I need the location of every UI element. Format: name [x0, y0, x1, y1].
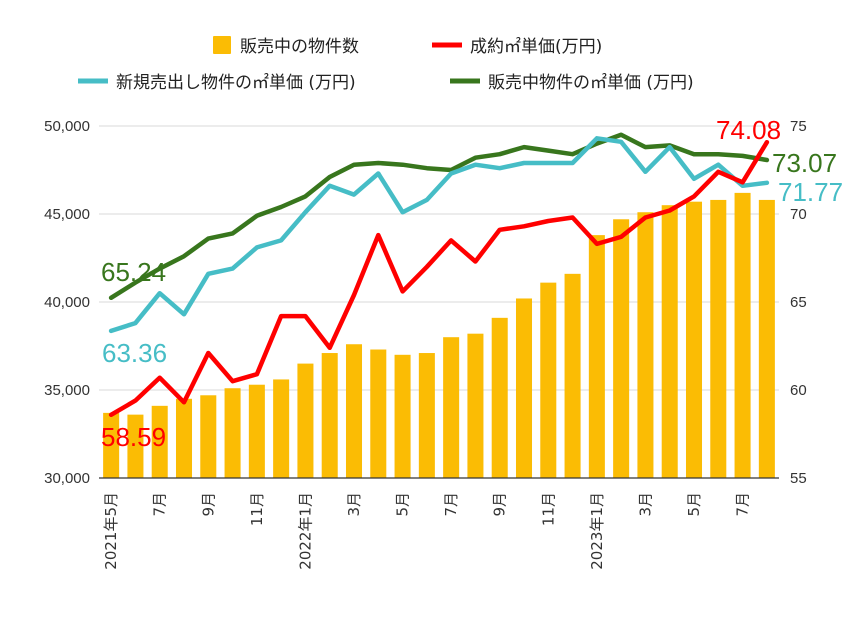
x-tick-label: 11月	[539, 492, 557, 526]
legend-label-on-sale: 販売中物件の㎡単価 (万円)	[488, 73, 694, 93]
legend-label-new-listing: 新規売出し物件の㎡単価 (万円)	[116, 73, 356, 93]
left-tick-label: 40,000	[44, 294, 90, 311]
x-tick-label: 9月	[199, 492, 217, 517]
x-tick-label: 2023年1月	[588, 492, 606, 570]
x-tick-label: 7月	[442, 492, 460, 517]
on-sale-end-label: 73.07	[772, 148, 837, 178]
bar	[613, 219, 630, 478]
bar	[297, 363, 314, 478]
bar	[443, 337, 460, 478]
right-tick-label: 55	[790, 470, 807, 487]
right-tick-label: 60	[790, 382, 807, 399]
contract-start-label: 58.59	[101, 422, 166, 452]
bar	[103, 412, 120, 478]
x-tick-label: 2022年1月	[296, 492, 314, 570]
bar	[175, 398, 193, 478]
bar	[151, 405, 168, 478]
line-series	[108, 132, 770, 418]
bar	[758, 199, 775, 479]
bar	[588, 235, 605, 478]
left-tick-label: 50,000	[44, 118, 90, 135]
bar	[345, 344, 363, 478]
x-tick-label: 2021年5月	[102, 492, 120, 570]
bar	[564, 273, 581, 478]
x-tick-label: 3月	[345, 492, 363, 517]
on-sale-price-line	[108, 132, 770, 301]
bar	[710, 199, 727, 479]
left-axis-ticks: 30,000 35,000 40,000 45,000 50,000	[44, 118, 90, 487]
bar	[127, 414, 144, 478]
bar	[200, 395, 217, 478]
x-tick-label: 11月	[248, 492, 266, 526]
x-axis-ticks: 2021年5月 7月 9月 11月 2022年1月 3月 5月 7月 9月 11月 2023年1月 3…	[102, 492, 751, 570]
x-tick-label: 5月	[394, 492, 412, 517]
left-tick-label: 35,000	[44, 382, 90, 399]
bar	[224, 388, 241, 478]
legend-label-bars: 販売中の物件数	[240, 37, 359, 57]
left-tick-label: 30,000	[44, 470, 90, 487]
bar	[273, 379, 290, 478]
x-tick-label: 5月	[685, 492, 703, 517]
contract-end-label: 74.08	[716, 115, 781, 145]
bar	[418, 353, 435, 478]
on-sale-start-label: 65.24	[101, 257, 166, 287]
legend: 販売中の物件数 成約㎡単価(万円) 新規売出し物件の㎡単価 (万円) 販売中物件…	[78, 36, 694, 93]
bar	[491, 317, 508, 478]
contract-price-line	[108, 139, 770, 418]
right-axis-ticks: 55 60 65 70 75	[790, 118, 807, 487]
bar	[321, 353, 338, 478]
legend-label-contract: 成約㎡単価(万円)	[470, 37, 602, 57]
bar-series	[103, 192, 775, 479]
bar	[540, 282, 557, 478]
x-tick-label: 7月	[734, 492, 752, 517]
bar	[734, 192, 751, 478]
bar	[394, 354, 411, 478]
bar	[685, 201, 703, 478]
bar	[515, 298, 533, 478]
x-tick-label: 9月	[491, 492, 509, 517]
right-tick-label: 75	[790, 118, 807, 135]
legend-swatch-bars	[213, 36, 231, 54]
right-tick-label: 70	[790, 206, 807, 223]
new-listing-price-line	[108, 136, 770, 334]
x-tick-label: 3月	[636, 492, 654, 517]
bar	[467, 333, 484, 478]
bar	[637, 212, 654, 479]
bar	[370, 349, 387, 478]
new-listing-end-label: 71.77	[778, 177, 843, 207]
bar	[248, 384, 265, 478]
right-tick-label: 65	[790, 294, 807, 311]
x-tick-label: 7月	[151, 492, 169, 517]
left-tick-label: 45,000	[44, 206, 90, 223]
new-listing-start-label: 63.36	[102, 338, 167, 368]
bar	[661, 205, 678, 478]
